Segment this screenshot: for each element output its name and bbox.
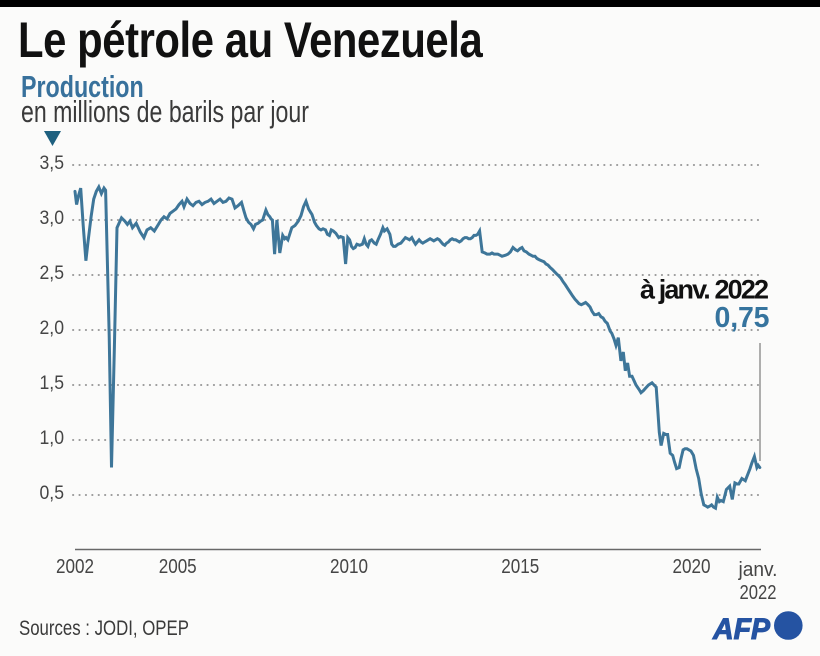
svg-text:2022: 2022 <box>740 581 777 604</box>
svg-text:2,0: 2,0 <box>40 317 65 339</box>
svg-text:2020: 2020 <box>673 555 711 578</box>
svg-text:0,5: 0,5 <box>40 482 65 504</box>
svg-text:2005: 2005 <box>159 555 197 578</box>
svg-text:à janv. 2022: à janv. 2022 <box>640 275 769 305</box>
svg-text:3,0: 3,0 <box>40 207 65 229</box>
svg-text:2015: 2015 <box>501 555 539 578</box>
svg-text:janv.: janv. <box>738 558 778 581</box>
svg-text:1,5: 1,5 <box>40 372 65 394</box>
svg-text:2,5: 2,5 <box>40 262 65 284</box>
svg-text:3,5: 3,5 <box>40 152 65 174</box>
svg-text:2002: 2002 <box>56 555 94 578</box>
svg-text:2010: 2010 <box>330 555 368 578</box>
svg-text:AFP: AFP <box>712 613 771 646</box>
svg-text:1,0: 1,0 <box>40 427 65 449</box>
svg-text:0,75: 0,75 <box>715 302 770 334</box>
